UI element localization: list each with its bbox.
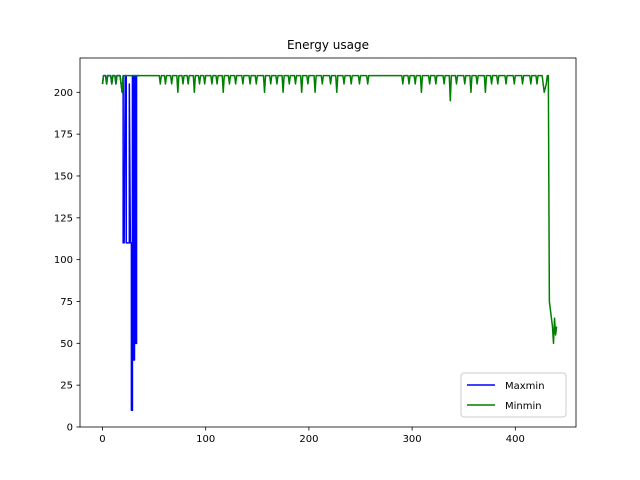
x-tick-label-100: 100 (196, 434, 215, 445)
y-tick-label-100: 100 (54, 255, 73, 266)
x-tick-label-0: 0 (99, 434, 105, 445)
y-tick-label-50: 50 (60, 339, 73, 350)
y-tick-label-200: 200 (54, 88, 73, 99)
y-tick-label-75: 75 (60, 297, 73, 308)
series-line-minmin (101, 74, 558, 345)
y-tick-label-150: 150 (54, 171, 73, 182)
legend: Maxmin Minmin (460, 372, 567, 418)
x-tick-label-300: 300 (403, 434, 422, 445)
legend-label-maxmin: Maxmin (505, 381, 545, 392)
y-tick-label-175: 175 (54, 130, 73, 141)
chart-title: Energy usage (287, 38, 369, 52)
plot-area: 0 100 200 300 400 0 25 50 75 100 125 150 175 200 (54, 57, 577, 445)
y-tick-label-0: 0 (67, 423, 73, 434)
legend-label-minmin: Minmin (505, 401, 542, 412)
y-tick-label-25: 25 (60, 381, 73, 392)
x-tick-label-400: 400 (506, 434, 525, 445)
x-tick-label-200: 200 (299, 434, 318, 445)
y-tick-label-125: 125 (54, 213, 73, 224)
axes-frame (79, 57, 577, 428)
legend-box (460, 372, 567, 418)
